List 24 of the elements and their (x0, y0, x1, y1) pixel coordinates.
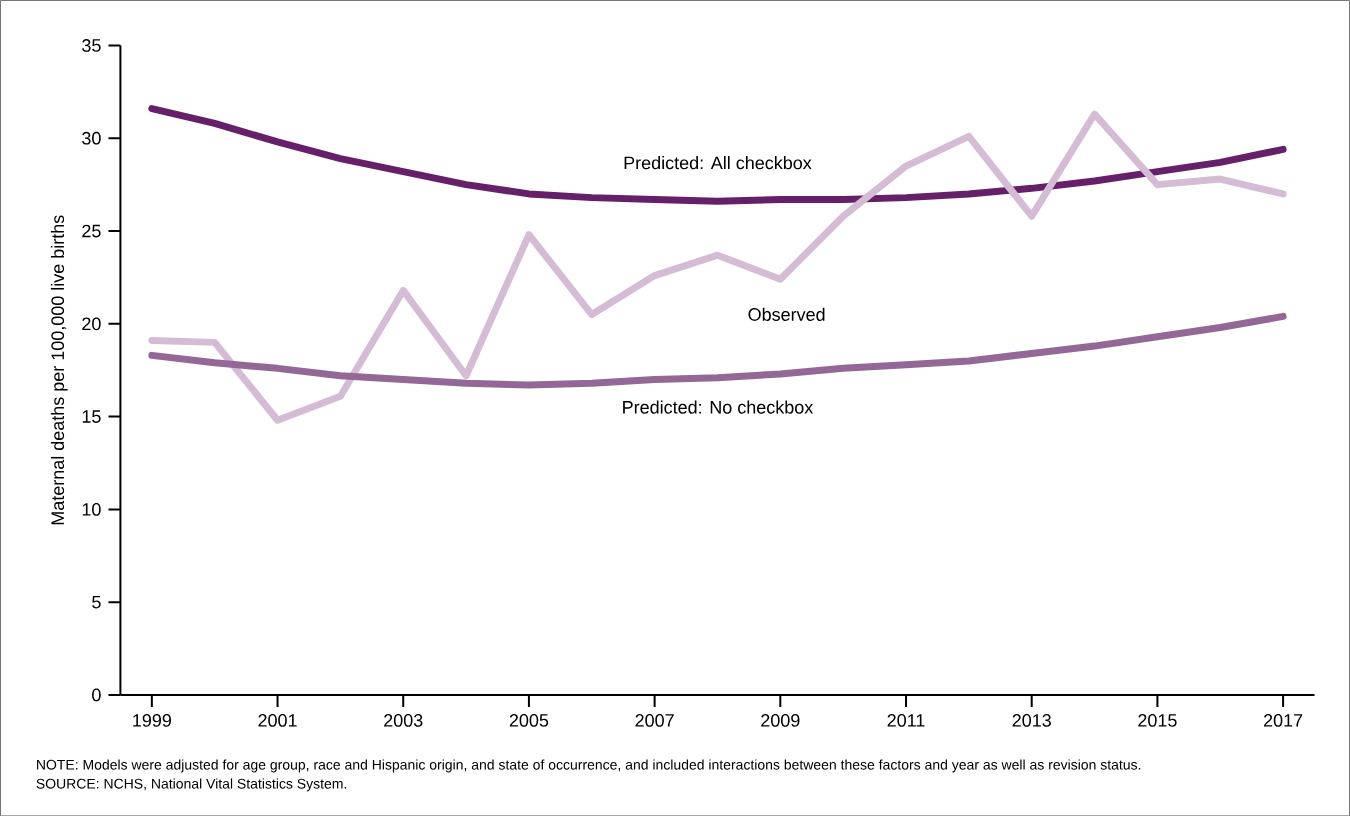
y-tick-label: 5 (92, 595, 101, 609)
y-tick-label: 15 (82, 410, 101, 423)
x-tick-label: 2005 (509, 713, 549, 727)
y-tick-label: 0 (92, 688, 101, 702)
source-note: SOURCE: NCHS, National Vital Statistics System. (36, 778, 347, 792)
series-label: Observed (748, 307, 825, 321)
y-tick-label: 10 (82, 502, 101, 516)
x-tick-label: 2007 (635, 713, 674, 727)
x-tick-label: 2015 (1138, 713, 1177, 727)
y-tick-label: 20 (82, 317, 101, 331)
series-label: Predicted: All checkbox (624, 155, 812, 170)
y-tick-label: 30 (82, 131, 101, 145)
x-tick-label: 2017 (1264, 713, 1303, 727)
text: NOTE: Models were adjusted for age group, race and Hispanic origin, and state of occurrence, and included interactions between these factors and year as well as revision status. (37, 759, 1141, 773)
x-tick-label: 2001 (258, 713, 297, 727)
x-tick-label: 2011 (887, 713, 925, 727)
x-tick-label: 2013 (1012, 713, 1051, 727)
y-tick-label: 25 (82, 224, 101, 238)
series-label: Predicted: No checkbox (623, 400, 814, 414)
x-tick-label: 2009 (761, 713, 800, 727)
x-tick-label: 1999 (133, 713, 171, 727)
y-tick-label: 35 (82, 38, 101, 52)
y-axis-title: Maternal deaths per 100,000 live births (50, 215, 68, 525)
x-tick-label: 2003 (384, 713, 423, 727)
